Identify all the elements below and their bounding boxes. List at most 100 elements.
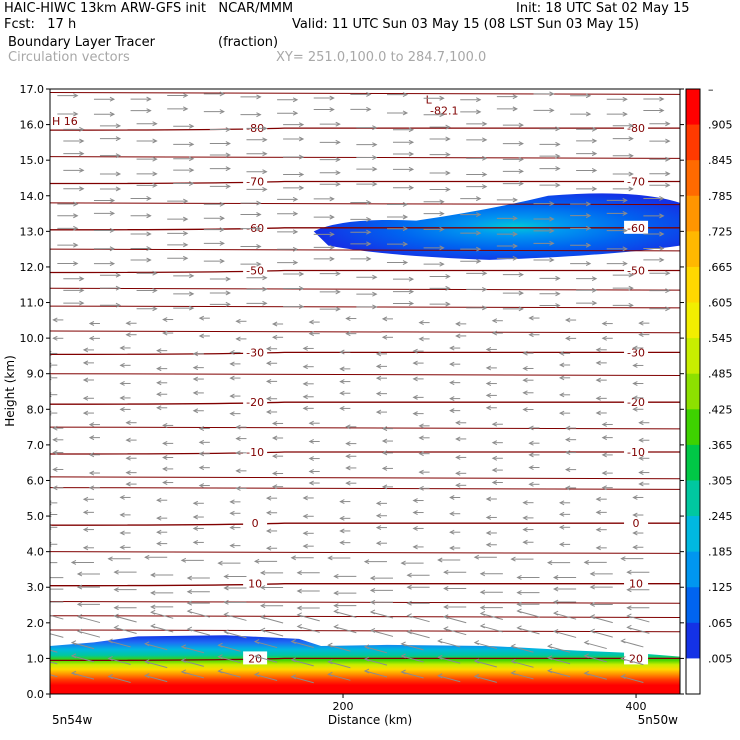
y-tick-label: 10.0 [20, 332, 45, 345]
circulation-vector-head [265, 346, 272, 352]
circulation-vector-head [626, 605, 632, 611]
colorbar-swatch [686, 409, 700, 446]
circulation-vector-head [192, 351, 199, 357]
circulation-vector-head [418, 435, 424, 441]
circulation-vector-head [225, 301, 231, 307]
circulation-vector-head [182, 198, 189, 204]
circulation-vector-head [564, 425, 571, 431]
circulation-vector-head [589, 628, 595, 634]
circulation-vector-head [400, 641, 406, 647]
circulation-vector [218, 670, 241, 678]
circulation-vector-head [302, 405, 308, 411]
circulation-vector-head [406, 584, 412, 590]
circulation-vector-head [292, 110, 299, 116]
circulation-vector-head [381, 316, 388, 322]
circulation-vector-head [372, 142, 378, 148]
isotherm-line [50, 227, 680, 231]
circulation-vector-head [638, 455, 644, 461]
circulation-vector [444, 628, 467, 636]
circulation-vector-head [229, 499, 235, 505]
circulation-vector-head [375, 375, 382, 381]
circulation-vector-head [79, 300, 85, 306]
circulation-vector-head [146, 246, 152, 251]
circulation-vector-head [198, 315, 205, 321]
circulation-vector-head [125, 455, 131, 461]
circulation-vector-head [455, 420, 461, 426]
circulation-vector-head [302, 543, 308, 549]
circulation-vector-head [516, 575, 522, 580]
circulation-vector-head [555, 182, 561, 188]
circulation-vector-head [522, 527, 528, 533]
circulation-vector-head [162, 466, 168, 472]
isotherm-label-bg [624, 445, 649, 458]
circulation-vector-head [485, 392, 492, 398]
circulation-vector-head [219, 258, 225, 264]
circulation-vector-head [225, 166, 231, 172]
circulation-vector-head [366, 241, 372, 247]
circulation-vector-head [262, 186, 268, 192]
circulation-vector-head [558, 524, 565, 530]
circulation-vector-head [327, 659, 333, 665]
vectors-label: Circulation vectors [8, 50, 130, 65]
circulation-vector-head [558, 392, 565, 398]
circulation-vector [77, 616, 101, 624]
circulation-vector-head [665, 182, 671, 188]
isotherm-label: 0 [633, 517, 640, 530]
circulation-vector-head [591, 300, 598, 306]
circulation-vector-head [41, 611, 45, 615]
circulation-vector-head [119, 395, 125, 401]
circulation-vector-head [290, 555, 296, 561]
circulation-vector-head [119, 512, 125, 518]
circulation-vector-head [113, 613, 119, 619]
circulation-vector [71, 672, 95, 680]
circulation-vector-head [333, 573, 339, 579]
isotherm-line [50, 401, 680, 405]
circulation-vector-head [192, 408, 199, 414]
circulation-vector-head [555, 126, 561, 132]
circulation-vector-head [182, 93, 189, 98]
circulation-vector-head [408, 300, 415, 306]
circulation-vector-head [522, 539, 528, 545]
circulation-vector-head [302, 364, 308, 370]
circulation-vector-head [115, 285, 122, 291]
circulation-vector-head [125, 332, 131, 338]
colorbar-label: .545 [708, 332, 733, 345]
circulation-vector-head [591, 151, 598, 157]
circulation-vector-head [219, 91, 225, 97]
circulation-vector-head [622, 246, 628, 252]
circulation-vector [334, 626, 357, 634]
circulation-vector-head [225, 152, 231, 158]
circulation-vector-head [298, 154, 305, 160]
circulation-vector-head [333, 608, 339, 614]
circulation-vector-head [512, 106, 518, 112]
circulation-vector-head [366, 91, 372, 97]
circulation-vector-head [585, 201, 592, 207]
circulation-vector-head [439, 112, 445, 118]
circulation-vector-head [595, 347, 601, 353]
circulation-vector-head [479, 605, 486, 611]
circulation-vector-head [156, 529, 162, 535]
circulation-vector-head [219, 109, 225, 115]
circulation-vector-head [585, 93, 592, 99]
isotherm-label-bg [624, 174, 649, 188]
circulation-vector-head [345, 331, 351, 337]
circulation-vector-head [418, 336, 424, 342]
circulation-vector-head [271, 421, 278, 426]
circulation-vector-head [622, 111, 628, 117]
circulation-vector [218, 656, 241, 664]
circulation-vector [50, 633, 64, 638]
circulation-vector-head [558, 375, 565, 381]
circulation-vector-head [522, 515, 528, 521]
circulation-vector-head [125, 470, 131, 476]
circulation-vector [364, 646, 388, 654]
circulation-vector-head [528, 315, 534, 321]
circulation-vector-head [449, 408, 455, 414]
colorbar-label: .785 [708, 190, 733, 203]
circulation-vector-head [439, 199, 445, 205]
circulation-vector-head [552, 575, 559, 580]
circulation-vector-head [292, 211, 299, 217]
circulation-vector-head [162, 455, 168, 460]
circulation-vector-head [229, 411, 235, 417]
isotherm-line [50, 351, 680, 356]
circulation-vector [151, 625, 174, 633]
